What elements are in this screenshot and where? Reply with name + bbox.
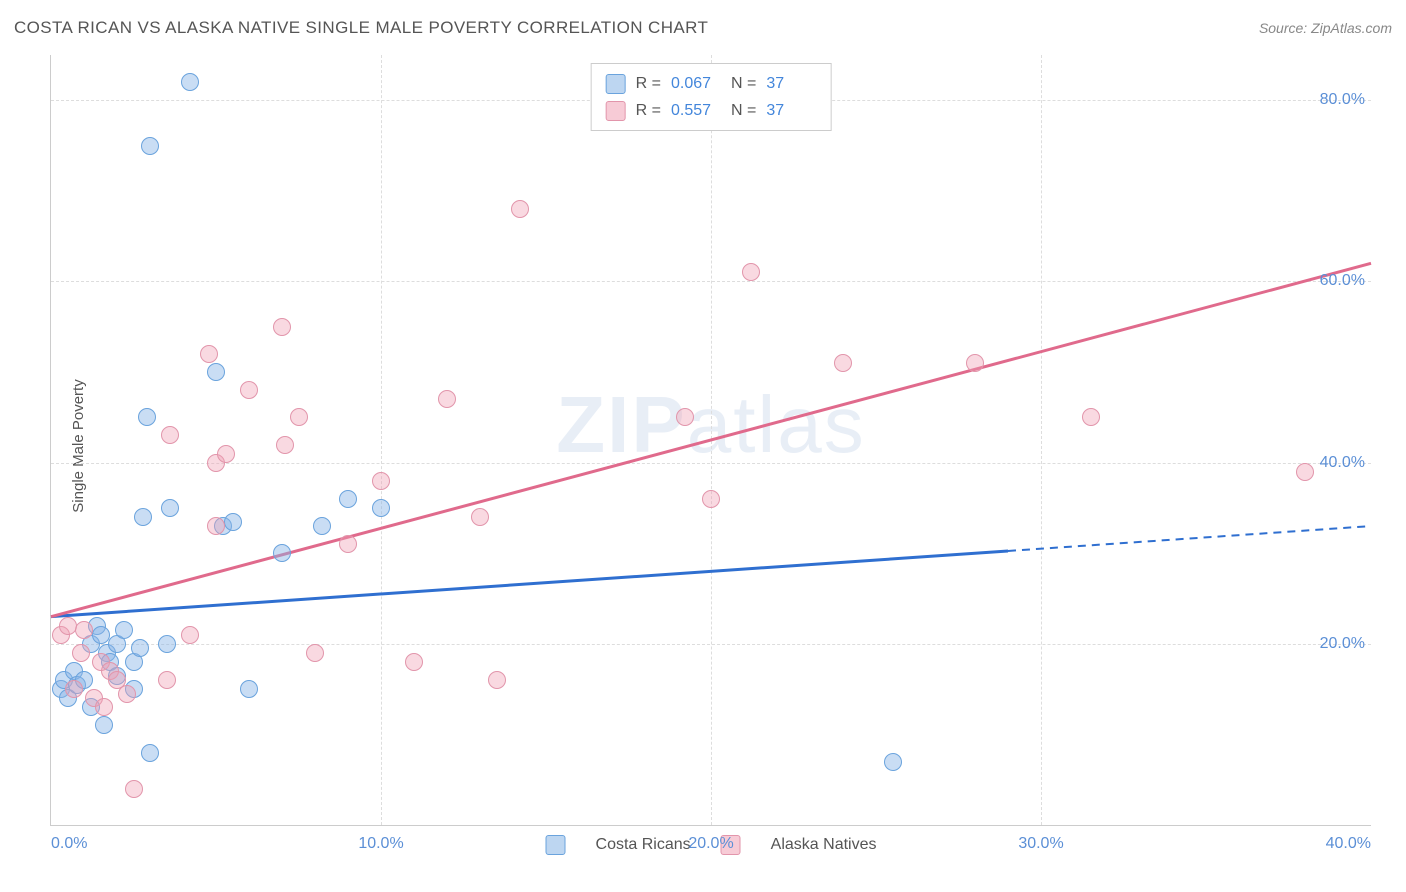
correlation-stats-box: R = 0.067 N = 37 R = 0.557 N = 37	[591, 63, 832, 131]
data-point	[438, 390, 456, 408]
chart-title: COSTA RICAN VS ALASKA NATIVE SINGLE MALE…	[14, 18, 708, 38]
data-point	[92, 626, 110, 644]
data-point	[59, 617, 77, 635]
data-point	[273, 318, 291, 336]
data-point	[75, 621, 93, 639]
scatter-plot: ZIPatlas R = 0.067 N = 37 R = 0.557 N = …	[50, 55, 1371, 826]
trend-line-dashed	[1008, 526, 1371, 551]
data-point	[273, 544, 291, 562]
data-point	[141, 744, 159, 762]
x-tick-label: 10.0%	[358, 835, 403, 853]
stats-row-blue: R = 0.067 N = 37	[606, 70, 817, 97]
stats-row-pink: R = 0.557 N = 37	[606, 97, 817, 124]
data-point	[313, 517, 331, 535]
swatch-blue-icon	[606, 74, 626, 94]
data-point	[1296, 463, 1314, 481]
data-point	[72, 644, 90, 662]
data-point	[138, 408, 156, 426]
data-point	[158, 635, 176, 653]
y-tick-label: 80.0%	[1320, 91, 1365, 109]
data-point	[702, 490, 720, 508]
data-point	[95, 698, 113, 716]
y-tick-label: 20.0%	[1320, 635, 1365, 653]
data-point	[95, 716, 113, 734]
data-point	[65, 680, 83, 698]
data-point	[306, 644, 324, 662]
x-tick-label: 20.0%	[688, 835, 733, 853]
y-tick-label: 40.0%	[1320, 454, 1365, 472]
swatch-pink-icon	[606, 101, 626, 121]
data-point	[118, 685, 136, 703]
data-point	[161, 499, 179, 517]
data-point	[217, 445, 235, 463]
x-tick-label: 40.0%	[1326, 835, 1371, 853]
data-point	[181, 73, 199, 91]
source-attribution: Source: ZipAtlas.com	[1259, 20, 1392, 36]
x-tick-label: 0.0%	[51, 835, 87, 853]
trend-line-solid	[51, 551, 1008, 617]
data-point	[240, 381, 258, 399]
data-point	[207, 363, 225, 381]
trend-line-solid	[51, 263, 1371, 616]
legend-label-blue: Costa Ricans	[596, 836, 691, 854]
y-tick-label: 60.0%	[1320, 272, 1365, 290]
data-point	[884, 753, 902, 771]
data-point	[141, 137, 159, 155]
data-point	[742, 263, 760, 281]
data-point	[276, 436, 294, 454]
data-point	[372, 472, 390, 490]
data-point	[372, 499, 390, 517]
data-point	[834, 354, 852, 372]
data-point	[471, 508, 489, 526]
x-tick-label: 30.0%	[1018, 835, 1063, 853]
data-point	[1082, 408, 1100, 426]
data-point	[181, 626, 199, 644]
data-point	[966, 354, 984, 372]
legend-swatch-blue-icon	[546, 835, 566, 855]
data-point	[200, 345, 218, 363]
data-point	[339, 490, 357, 508]
data-point	[207, 517, 225, 535]
data-point	[115, 621, 133, 639]
trend-lines	[51, 55, 1371, 825]
data-point	[405, 653, 423, 671]
data-point	[125, 780, 143, 798]
data-point	[511, 200, 529, 218]
data-point	[134, 508, 152, 526]
data-point	[224, 513, 242, 531]
chart-header: COSTA RICAN VS ALASKA NATIVE SINGLE MALE…	[14, 18, 1392, 38]
data-point	[158, 671, 176, 689]
data-point	[488, 671, 506, 689]
data-point	[131, 639, 149, 657]
data-point	[339, 535, 357, 553]
data-point	[161, 426, 179, 444]
legend-label-pink: Alaska Natives	[771, 836, 877, 854]
data-point	[290, 408, 308, 426]
data-point	[676, 408, 694, 426]
data-point	[240, 680, 258, 698]
